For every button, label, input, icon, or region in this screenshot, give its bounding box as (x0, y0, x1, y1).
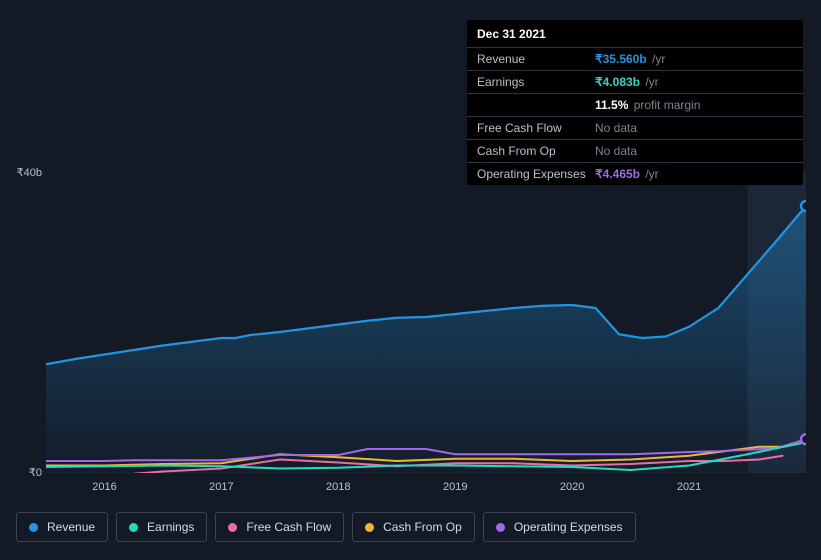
tooltip-value: No data (595, 121, 637, 135)
tooltip-row: Cash From OpNo data (467, 140, 803, 163)
x-tick-label: 2020 (560, 481, 584, 493)
tooltip-row: 11.5% profit margin (467, 94, 803, 117)
tooltip-label: Cash From Op (477, 144, 595, 158)
chart-tooltip: Dec 31 2021 Revenue₹35.560b /yrEarnings₹… (467, 20, 803, 185)
x-tick-label: 2021 (677, 481, 701, 493)
marker-revenue (801, 201, 806, 211)
legend-item-cfo[interactable]: Cash From Op (352, 512, 475, 542)
legend-item-revenue[interactable]: Revenue (16, 512, 108, 542)
legend-label: Revenue (47, 520, 95, 534)
legend-swatch (365, 523, 374, 532)
y-tick-label: ₹40b (0, 166, 42, 179)
tooltip-label: Operating Expenses (477, 167, 595, 181)
tooltip-body: Revenue₹35.560b /yrEarnings₹4.083b /yr11… (467, 48, 803, 185)
legend-label: Operating Expenses (514, 520, 623, 534)
tooltip-value: ₹4.465b /yr (595, 167, 659, 181)
legend-swatch (29, 523, 38, 532)
tooltip-unit: /yr (649, 52, 666, 66)
legend-item-earnings[interactable]: Earnings (116, 512, 207, 542)
tooltip-value: No data (595, 144, 637, 158)
legend-item-fcf[interactable]: Free Cash Flow (215, 512, 344, 542)
legend-swatch (228, 523, 237, 532)
marker-opex (801, 434, 806, 444)
legend-swatch (496, 523, 505, 532)
x-tick-label: 2016 (92, 481, 116, 493)
tooltip-row: Free Cash FlowNo data (467, 117, 803, 140)
x-tick-label: 2018 (326, 481, 350, 493)
tooltip-date: Dec 31 2021 (467, 20, 803, 48)
legend-label: Free Cash Flow (246, 520, 331, 534)
tooltip-value: ₹4.083b /yr (595, 75, 659, 89)
tooltip-label (477, 98, 595, 112)
chart-area: ₹40b ₹0 2016 2017 2018 2019 2020 2021 (0, 155, 821, 505)
series-revenue-area (46, 206, 806, 473)
legend-label: Cash From Op (383, 520, 462, 534)
tooltip-label: Earnings (477, 75, 595, 89)
tooltip-label: Free Cash Flow (477, 121, 595, 135)
tooltip-unit: /yr (642, 167, 659, 181)
chart-legend: Revenue Earnings Free Cash Flow Cash From O… (16, 512, 636, 542)
legend-label: Earnings (147, 520, 194, 534)
y-tick-label: ₹0 (0, 466, 42, 479)
tooltip-unit: profit margin (630, 98, 700, 112)
tooltip-unit: /yr (642, 75, 659, 89)
tooltip-row: Earnings₹4.083b /yr (467, 71, 803, 94)
tooltip-value: 11.5% profit margin (595, 98, 700, 112)
x-tick-label: 2019 (443, 481, 467, 493)
tooltip-label: Revenue (477, 52, 595, 66)
legend-swatch (129, 523, 138, 532)
tooltip-value: ₹35.560b /yr (595, 52, 665, 66)
tooltip-row: Revenue₹35.560b /yr (467, 48, 803, 71)
tooltip-row: Operating Expenses₹4.465b /yr (467, 163, 803, 185)
legend-item-opex[interactable]: Operating Expenses (483, 512, 636, 542)
chart-plot[interactable] (46, 173, 806, 473)
x-tick-label: 2017 (209, 481, 233, 493)
x-axis-labels: 2016 2017 2018 2019 2020 2021 (46, 481, 806, 497)
